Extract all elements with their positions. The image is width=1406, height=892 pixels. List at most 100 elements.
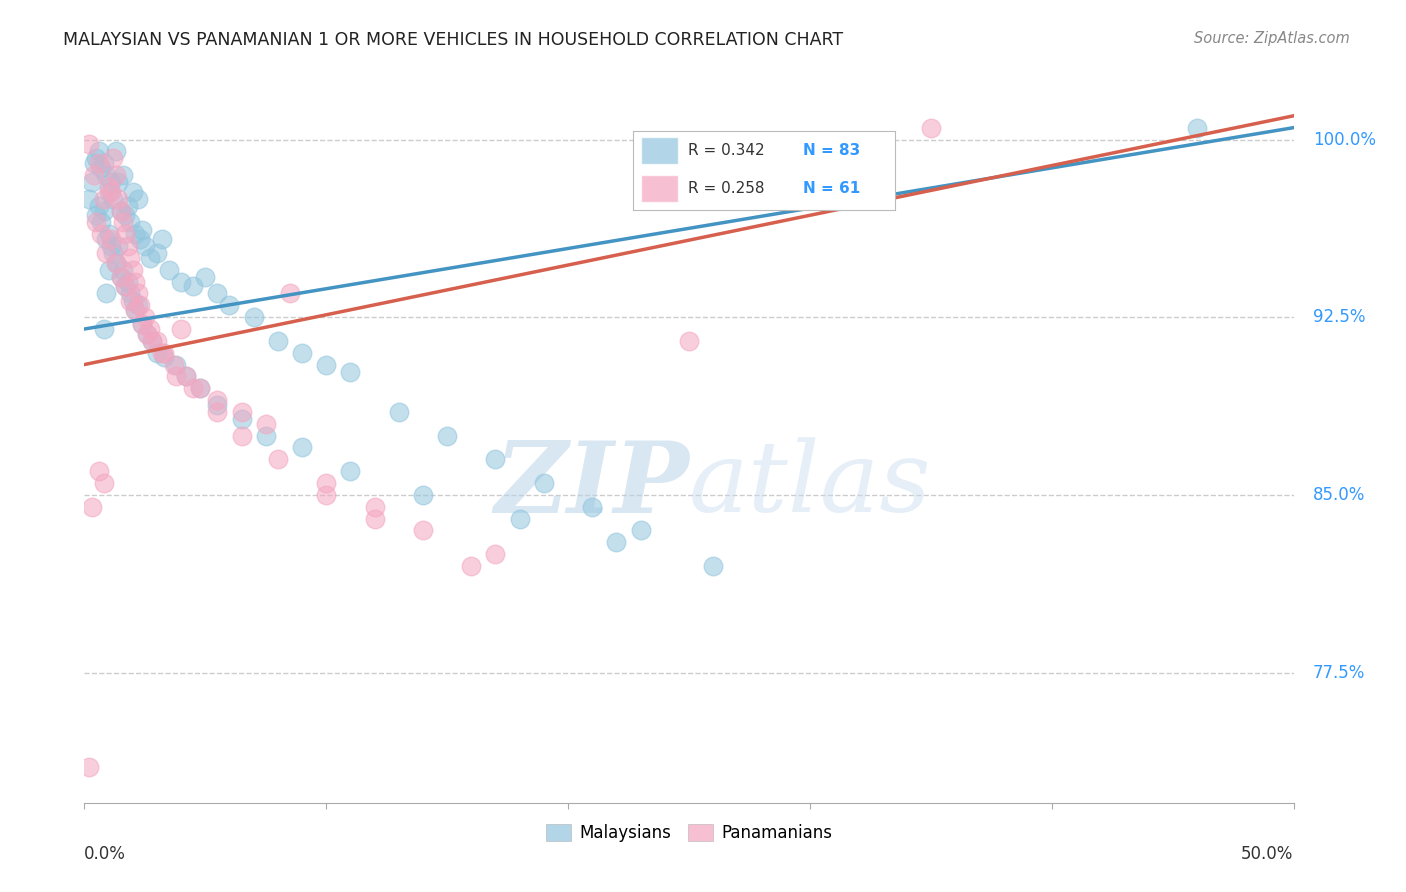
Point (110, 269, 132, 284)
Point (100, 232, 122, 246)
Point (103, 246, 125, 260)
Point (207, 286, 229, 301)
Text: N = 83: N = 83 (803, 144, 860, 158)
Point (110, 203, 132, 218)
Point (363, 511, 385, 525)
Point (920, 120, 942, 135)
Point (231, 405, 253, 419)
Point (181, 381, 204, 395)
Point (388, 405, 411, 419)
Point (93, 322, 115, 336)
Point (146, 246, 169, 260)
Point (146, 334, 169, 348)
Text: 85.0%: 85.0% (1313, 486, 1365, 504)
Point (136, 326, 159, 341)
Point (702, 558, 724, 573)
Point (141, 334, 163, 348)
Point (291, 441, 314, 455)
Point (93, 475, 115, 490)
Point (124, 303, 146, 318)
Point (90, 215, 112, 229)
Text: Source: ZipAtlas.com: Source: ZipAtlas.com (1194, 31, 1350, 46)
Point (267, 334, 290, 348)
Point (93, 156, 115, 170)
Point (112, 215, 135, 229)
Point (104, 255, 127, 269)
Point (242, 310, 264, 325)
Point (436, 428, 458, 442)
Point (124, 275, 146, 289)
Text: 92.5%: 92.5% (1313, 308, 1365, 326)
Point (121, 262, 143, 277)
Point (131, 318, 153, 332)
Point (77, 192, 100, 206)
Point (157, 262, 180, 277)
Point (146, 345, 169, 359)
Point (150, 232, 173, 246)
Point (138, 251, 160, 265)
Point (97, 180, 120, 194)
Point (86, 152, 108, 166)
Point (630, 524, 652, 538)
Point (190, 381, 212, 395)
Point (129, 232, 152, 246)
FancyBboxPatch shape (641, 176, 678, 202)
Point (110, 269, 132, 284)
Point (100, 239, 122, 253)
Point (90, 227, 112, 242)
Point (138, 322, 160, 336)
Point (114, 279, 136, 293)
Point (87, 199, 110, 213)
Point (80, 500, 103, 514)
Text: 0.0%: 0.0% (84, 846, 127, 863)
FancyBboxPatch shape (641, 137, 678, 164)
Point (141, 334, 163, 348)
Text: 50.0%: 50.0% (1241, 846, 1294, 863)
Point (87, 464, 110, 478)
Point (107, 175, 129, 189)
Point (605, 535, 627, 549)
Text: 100.0%: 100.0% (1313, 130, 1376, 148)
Point (678, 334, 700, 348)
Point (339, 365, 361, 379)
Text: atlas: atlas (689, 437, 932, 533)
Point (120, 286, 142, 301)
Point (121, 185, 143, 199)
Point (120, 215, 142, 229)
Point (581, 500, 603, 514)
Point (97, 185, 120, 199)
Point (117, 199, 139, 213)
Point (315, 488, 337, 502)
Point (103, 152, 125, 166)
Point (218, 298, 240, 312)
Point (97, 227, 120, 242)
Point (94, 246, 117, 260)
Point (87, 145, 110, 159)
Point (460, 558, 482, 573)
Point (339, 464, 361, 478)
Point (127, 298, 149, 312)
Point (170, 322, 193, 336)
Point (267, 452, 290, 467)
Point (153, 345, 176, 359)
Point (131, 222, 153, 236)
Point (124, 227, 146, 242)
Point (90, 161, 112, 175)
Point (278, 286, 301, 301)
Point (165, 358, 187, 372)
Text: R = 0.258: R = 0.258 (689, 181, 765, 196)
Point (153, 351, 176, 365)
Point (131, 318, 153, 332)
Point (80, 175, 103, 189)
Point (87, 156, 110, 170)
Point (127, 192, 149, 206)
Point (120, 293, 142, 308)
Point (207, 405, 229, 419)
Point (121, 293, 143, 308)
Point (484, 547, 506, 561)
Text: 77.5%: 77.5% (1313, 664, 1365, 681)
Point (190, 381, 212, 395)
Point (112, 168, 135, 182)
Point (291, 345, 314, 359)
Point (97, 262, 120, 277)
